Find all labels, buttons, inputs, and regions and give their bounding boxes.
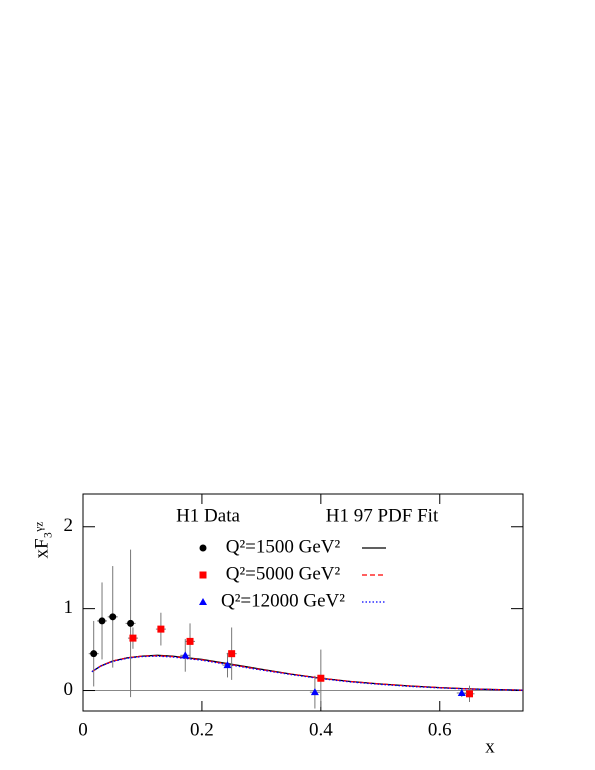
x-axis-label: x [485, 736, 495, 757]
data-point [129, 634, 137, 642]
data-point [465, 690, 473, 698]
x-tick-label: 0.6 [428, 719, 452, 740]
data-point [127, 619, 135, 627]
x-tick-label: 0.2 [190, 719, 214, 740]
legend-label: Q²=12000 GeV² [221, 590, 345, 611]
x-tick-label: 0 [78, 719, 88, 740]
data-point [109, 613, 117, 621]
fit-curve [91, 655, 524, 691]
data-point [181, 651, 190, 659]
y-tick-label: 2 [64, 515, 74, 536]
data-point [310, 688, 319, 696]
fit-curve [91, 655, 524, 691]
y-axis-label: xF₃ᵞᶻ [31, 522, 52, 559]
data-point [90, 650, 98, 658]
data-point [98, 617, 106, 625]
y-tick-label: 1 [64, 597, 74, 618]
legend-marker [199, 571, 207, 579]
data-point [457, 688, 466, 696]
x-tick-label: 0.4 [309, 719, 333, 740]
legend-title: H1 97 PDF Fit [326, 505, 439, 526]
data-point [317, 674, 325, 682]
data-point [228, 650, 236, 658]
data-point [157, 625, 165, 633]
legend-title: H1 Data [176, 505, 240, 526]
legend-marker [199, 544, 207, 552]
legend-label: Q²=5000 GeV² [226, 563, 341, 584]
data-point [186, 637, 194, 645]
y-tick-label: 0 [64, 679, 74, 700]
plot-frame [82, 493, 524, 712]
data-point [223, 661, 232, 669]
legend-marker [199, 598, 207, 605]
legend-label: Q²=1500 GeV² [226, 536, 341, 557]
fit-curve [91, 654, 524, 691]
